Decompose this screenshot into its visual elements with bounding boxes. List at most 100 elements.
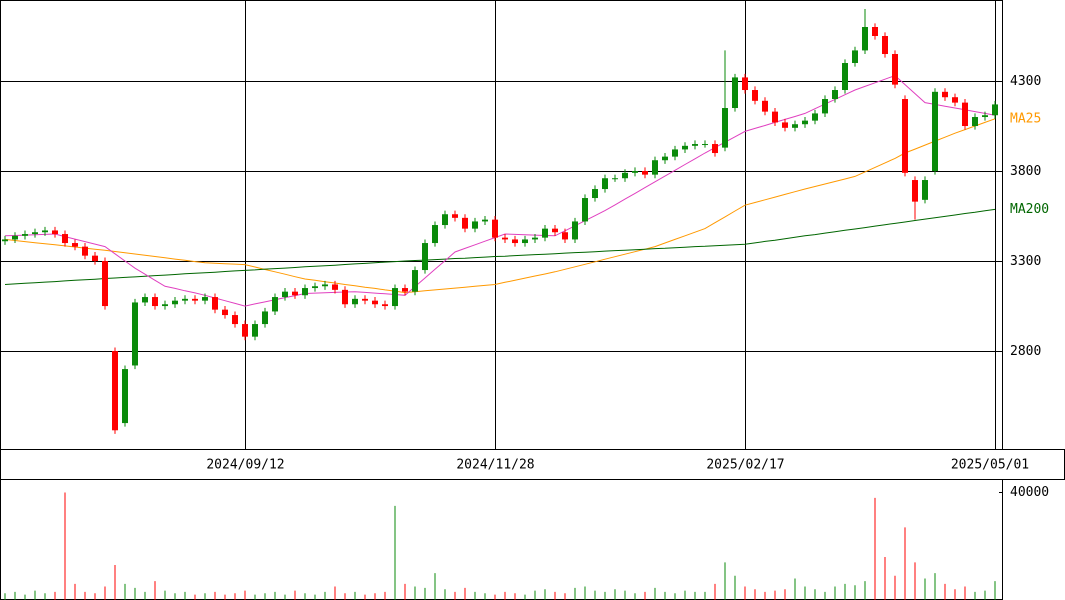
candle-body [472,221,478,229]
candle-body [652,160,658,175]
y-tick-label: 4300 [1010,74,1041,89]
candle-body [452,214,458,218]
candle-body [232,315,238,325]
candle-body [382,304,388,307]
moving-average-line [4,208,996,285]
y-tick-label: 2800 [1010,344,1041,359]
candle-body [212,297,218,310]
candle-body [822,99,828,114]
candle-body [892,54,898,85]
candle-body [42,230,48,233]
candle-body [732,77,738,109]
candle-body [252,324,258,337]
candle-body [322,284,328,287]
candle-body [222,309,228,316]
candle-body [682,145,688,150]
candle-body [492,219,498,238]
candle-body [812,113,818,121]
candle-body [332,284,338,290]
candle-body [342,289,348,305]
candle-body [722,108,728,148]
candle-body [412,270,418,292]
candle-body [802,120,808,125]
candle-body [642,171,648,175]
candle-body [572,221,578,240]
candle-body [992,104,998,116]
candle-body [692,144,698,146]
candle-body [282,291,288,298]
x-tick-label: 2024/11/28 [456,458,534,473]
x-tick-label: 2025/02/17 [706,458,784,473]
candle-body [482,219,488,222]
candle-body [752,90,758,101]
y-tick-label: 3800 [1010,164,1041,179]
candle-body [422,243,428,271]
x-tick-label: 2025/05/01 [951,458,1029,473]
candle-body [362,298,368,301]
candle-body [602,178,608,190]
moving-average-line [4,75,996,307]
candle-body [552,228,558,233]
candle-body [112,351,118,431]
candle-body [192,298,198,301]
candle-body [872,27,878,37]
candle-body [562,232,568,240]
candle-body [532,237,538,240]
candle-body [92,255,98,262]
price-frame [0,0,1003,450]
candle-body [202,297,208,301]
candle-body [982,115,988,118]
candle-body [952,97,958,103]
candle-body [242,324,248,337]
candle-body [962,102,968,127]
series-label: MA25 [1010,111,1041,126]
volume-frame [0,479,1003,600]
candle-body [72,243,78,247]
y-tick-label: 3300 [1010,254,1041,269]
candle-body [462,217,468,229]
candle-body [132,302,138,366]
candle-body [632,171,638,173]
y-tick-label: 40000 [1010,485,1049,500]
candle-body [402,288,408,292]
candle-body [432,225,438,244]
candle-body [662,156,668,161]
candle-body [32,232,38,235]
candle-body [2,239,8,242]
candle-body [172,300,178,305]
candle-body [312,286,318,289]
candle-body [622,172,628,179]
candle-body [712,144,718,154]
candle-body [592,189,598,199]
candle-body [922,180,928,200]
candle-body [502,237,508,240]
candle-body [862,27,868,51]
candle-body [972,117,978,127]
candle-body [62,234,68,244]
candle-body [672,149,678,157]
candle-body [142,297,148,303]
candle-body [882,36,888,55]
candle-body [12,235,18,240]
candle-body [522,239,528,244]
candle-body [842,63,848,91]
candle-body [102,261,108,307]
moving-average-line [4,118,996,294]
candle-body [702,144,708,146]
candle-body [832,90,838,100]
candle-body [372,300,378,305]
candle-body [512,239,518,244]
candle-body [352,298,358,305]
candle-body [932,91,938,172]
candle-body [782,122,788,128]
candle-body [762,100,768,112]
candle-body [942,91,948,98]
candle-body [772,111,778,123]
candle-body [22,234,28,236]
candle-body [262,311,268,325]
candle-body [542,228,548,238]
candle-body [52,230,58,235]
candle-body [912,180,918,202]
candle-body [442,214,448,226]
